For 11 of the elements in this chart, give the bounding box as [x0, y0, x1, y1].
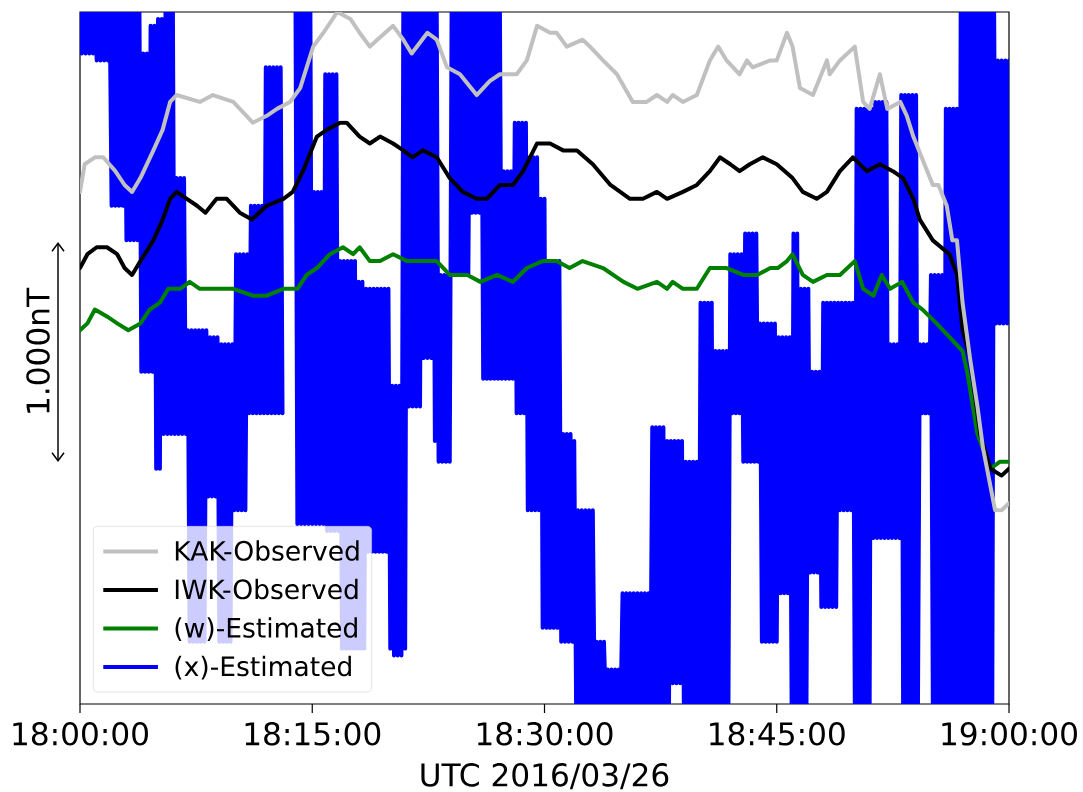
text: 1.000nT	[26, 287, 50, 413]
x-tick-label: 19:00:00	[942, 722, 1077, 746]
legend-label: (x)-Estimated	[175, 655, 351, 680]
x-tick-label: 18:30:00	[477, 722, 613, 746]
legend-label: (w)-Estimated	[175, 617, 357, 641]
x-axis-title: UTC 2016/03/26	[421, 763, 669, 790]
legend-label: IWK-Observed	[175, 578, 358, 600]
legend-label: KAK-Observed	[175, 540, 359, 561]
x-tick-label: 18:45:00	[710, 722, 845, 746]
x-tick-label: 18:00:00	[13, 722, 148, 746]
x-tick-label: 18:15:00	[245, 722, 381, 746]
